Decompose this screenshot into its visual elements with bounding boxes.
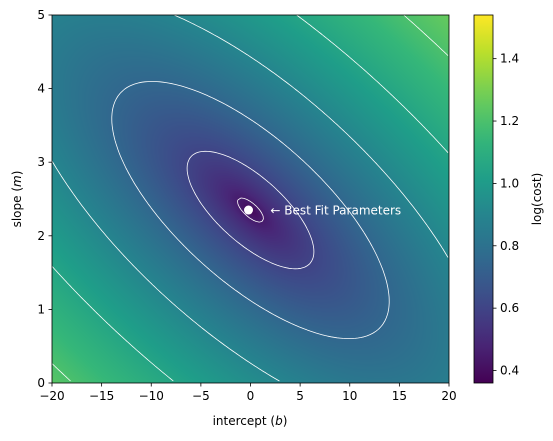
x-tick-label: −10 bbox=[139, 389, 164, 403]
x-tick-label: 5 bbox=[296, 389, 304, 403]
y-tick-label: 3 bbox=[37, 155, 45, 169]
colorbar-tick-label: 0.4 bbox=[500, 364, 519, 378]
y-tick-label: 1 bbox=[37, 302, 45, 316]
contour-line-5 bbox=[51, 14, 449, 382]
colorbar-tick-label: 1.4 bbox=[500, 52, 519, 66]
x-tick-label: −20 bbox=[39, 389, 64, 403]
contour-line-2 bbox=[111, 81, 390, 339]
contour-line-1 bbox=[186, 150, 315, 270]
x-tick-label: −5 bbox=[192, 389, 210, 403]
contour-lines bbox=[51, 14, 449, 382]
y-axis: 0 1 2 3 4 5 bbox=[37, 8, 52, 390]
colorbar-tick-label: 0.6 bbox=[500, 301, 519, 315]
x-tick-label: −15 bbox=[89, 389, 114, 403]
x-axis: −20 −15 −10 −5 0 5 10 15 20 bbox=[39, 383, 457, 403]
colorbar-tick-label: 0.8 bbox=[500, 239, 519, 253]
colorbar: 0.4 0.6 0.8 1.0 1.2 1.4 log(cost) bbox=[473, 14, 544, 384]
colorbar-gradient bbox=[473, 14, 494, 384]
colorbar-tick-label: 1.0 bbox=[500, 176, 519, 190]
contour-line-4 bbox=[51, 14, 449, 382]
contour-line-0 bbox=[237, 197, 264, 223]
y-axis-label: slope (m) bbox=[10, 171, 24, 228]
x-tick-label: 0 bbox=[247, 389, 255, 403]
y-tick-label: 5 bbox=[37, 8, 45, 22]
x-tick-label: 20 bbox=[441, 389, 456, 403]
plot-area: ← Best Fit Parameters bbox=[51, 14, 450, 384]
heatmap-surface bbox=[52, 15, 449, 383]
x-axis-label: intercept (b) bbox=[213, 414, 288, 428]
x-tick-label: 15 bbox=[392, 389, 407, 403]
y-tick-label: 0 bbox=[37, 376, 45, 390]
colorbar-tick-label: 1.2 bbox=[500, 114, 519, 128]
best-fit-marker bbox=[244, 205, 254, 215]
best-fit-annotation: ← Best Fit Parameters bbox=[270, 204, 401, 218]
x-tick-label: 10 bbox=[342, 389, 357, 403]
colorbar-label: log(cost) bbox=[530, 173, 544, 226]
y-tick-label: 4 bbox=[37, 82, 45, 96]
y-tick-label: 2 bbox=[37, 229, 45, 243]
colorbar-ticks: 0.4 0.6 0.8 1.0 1.2 1.4 bbox=[493, 52, 519, 378]
